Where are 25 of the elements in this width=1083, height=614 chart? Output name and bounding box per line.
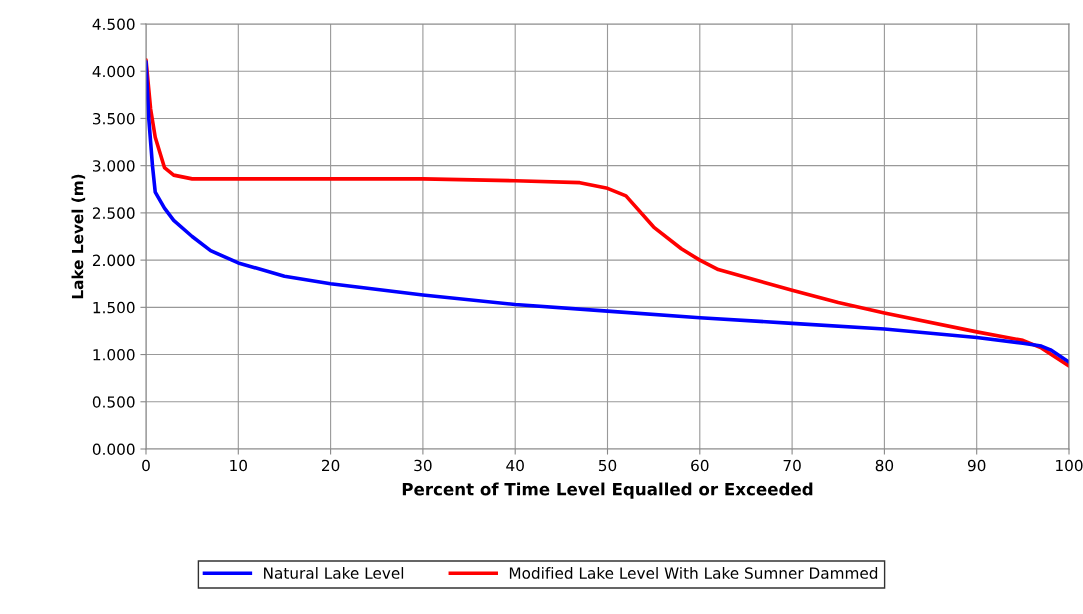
x-tick-label: 30 bbox=[414, 459, 432, 472]
x-tick-label: 80 bbox=[875, 459, 894, 472]
y-tick-label: 2.500 bbox=[92, 207, 135, 219]
x-tick-label: 50 bbox=[598, 459, 617, 472]
x-tick-label: 20 bbox=[322, 459, 340, 472]
x-tick-label: 90 bbox=[967, 459, 986, 472]
y-tick-label: 1.500 bbox=[93, 301, 135, 314]
x-tick-label: 40 bbox=[506, 459, 524, 472]
x-axis-title: Percent of Time Level Equalled or Exceeded bbox=[402, 482, 813, 499]
x-tick-label: 10 bbox=[230, 459, 248, 472]
x-tick-label: 0 bbox=[142, 459, 150, 472]
legend-label: Modified Lake Level With Lake Sumner Dammed bbox=[509, 567, 878, 579]
y-axis-title: Lake Level (m) bbox=[71, 174, 86, 299]
y-tick-label: 3.000 bbox=[93, 160, 135, 172]
x-tick-label: 70 bbox=[783, 459, 801, 472]
y-tick-label: 0.000 bbox=[92, 443, 135, 456]
x-tick-label: 100 bbox=[1056, 459, 1083, 472]
y-tick-label: 4.000 bbox=[92, 65, 135, 78]
legend-label: Natural Lake Level bbox=[264, 567, 404, 579]
x-tick-label: 60 bbox=[691, 459, 709, 472]
y-tick-label: 1.000 bbox=[93, 349, 135, 361]
y-tick-label: 2.000 bbox=[92, 254, 135, 267]
y-tick-label: 4.500 bbox=[92, 18, 135, 31]
y-tick-label: 3.500 bbox=[93, 112, 135, 125]
y-tick-label: 0.500 bbox=[92, 396, 135, 408]
